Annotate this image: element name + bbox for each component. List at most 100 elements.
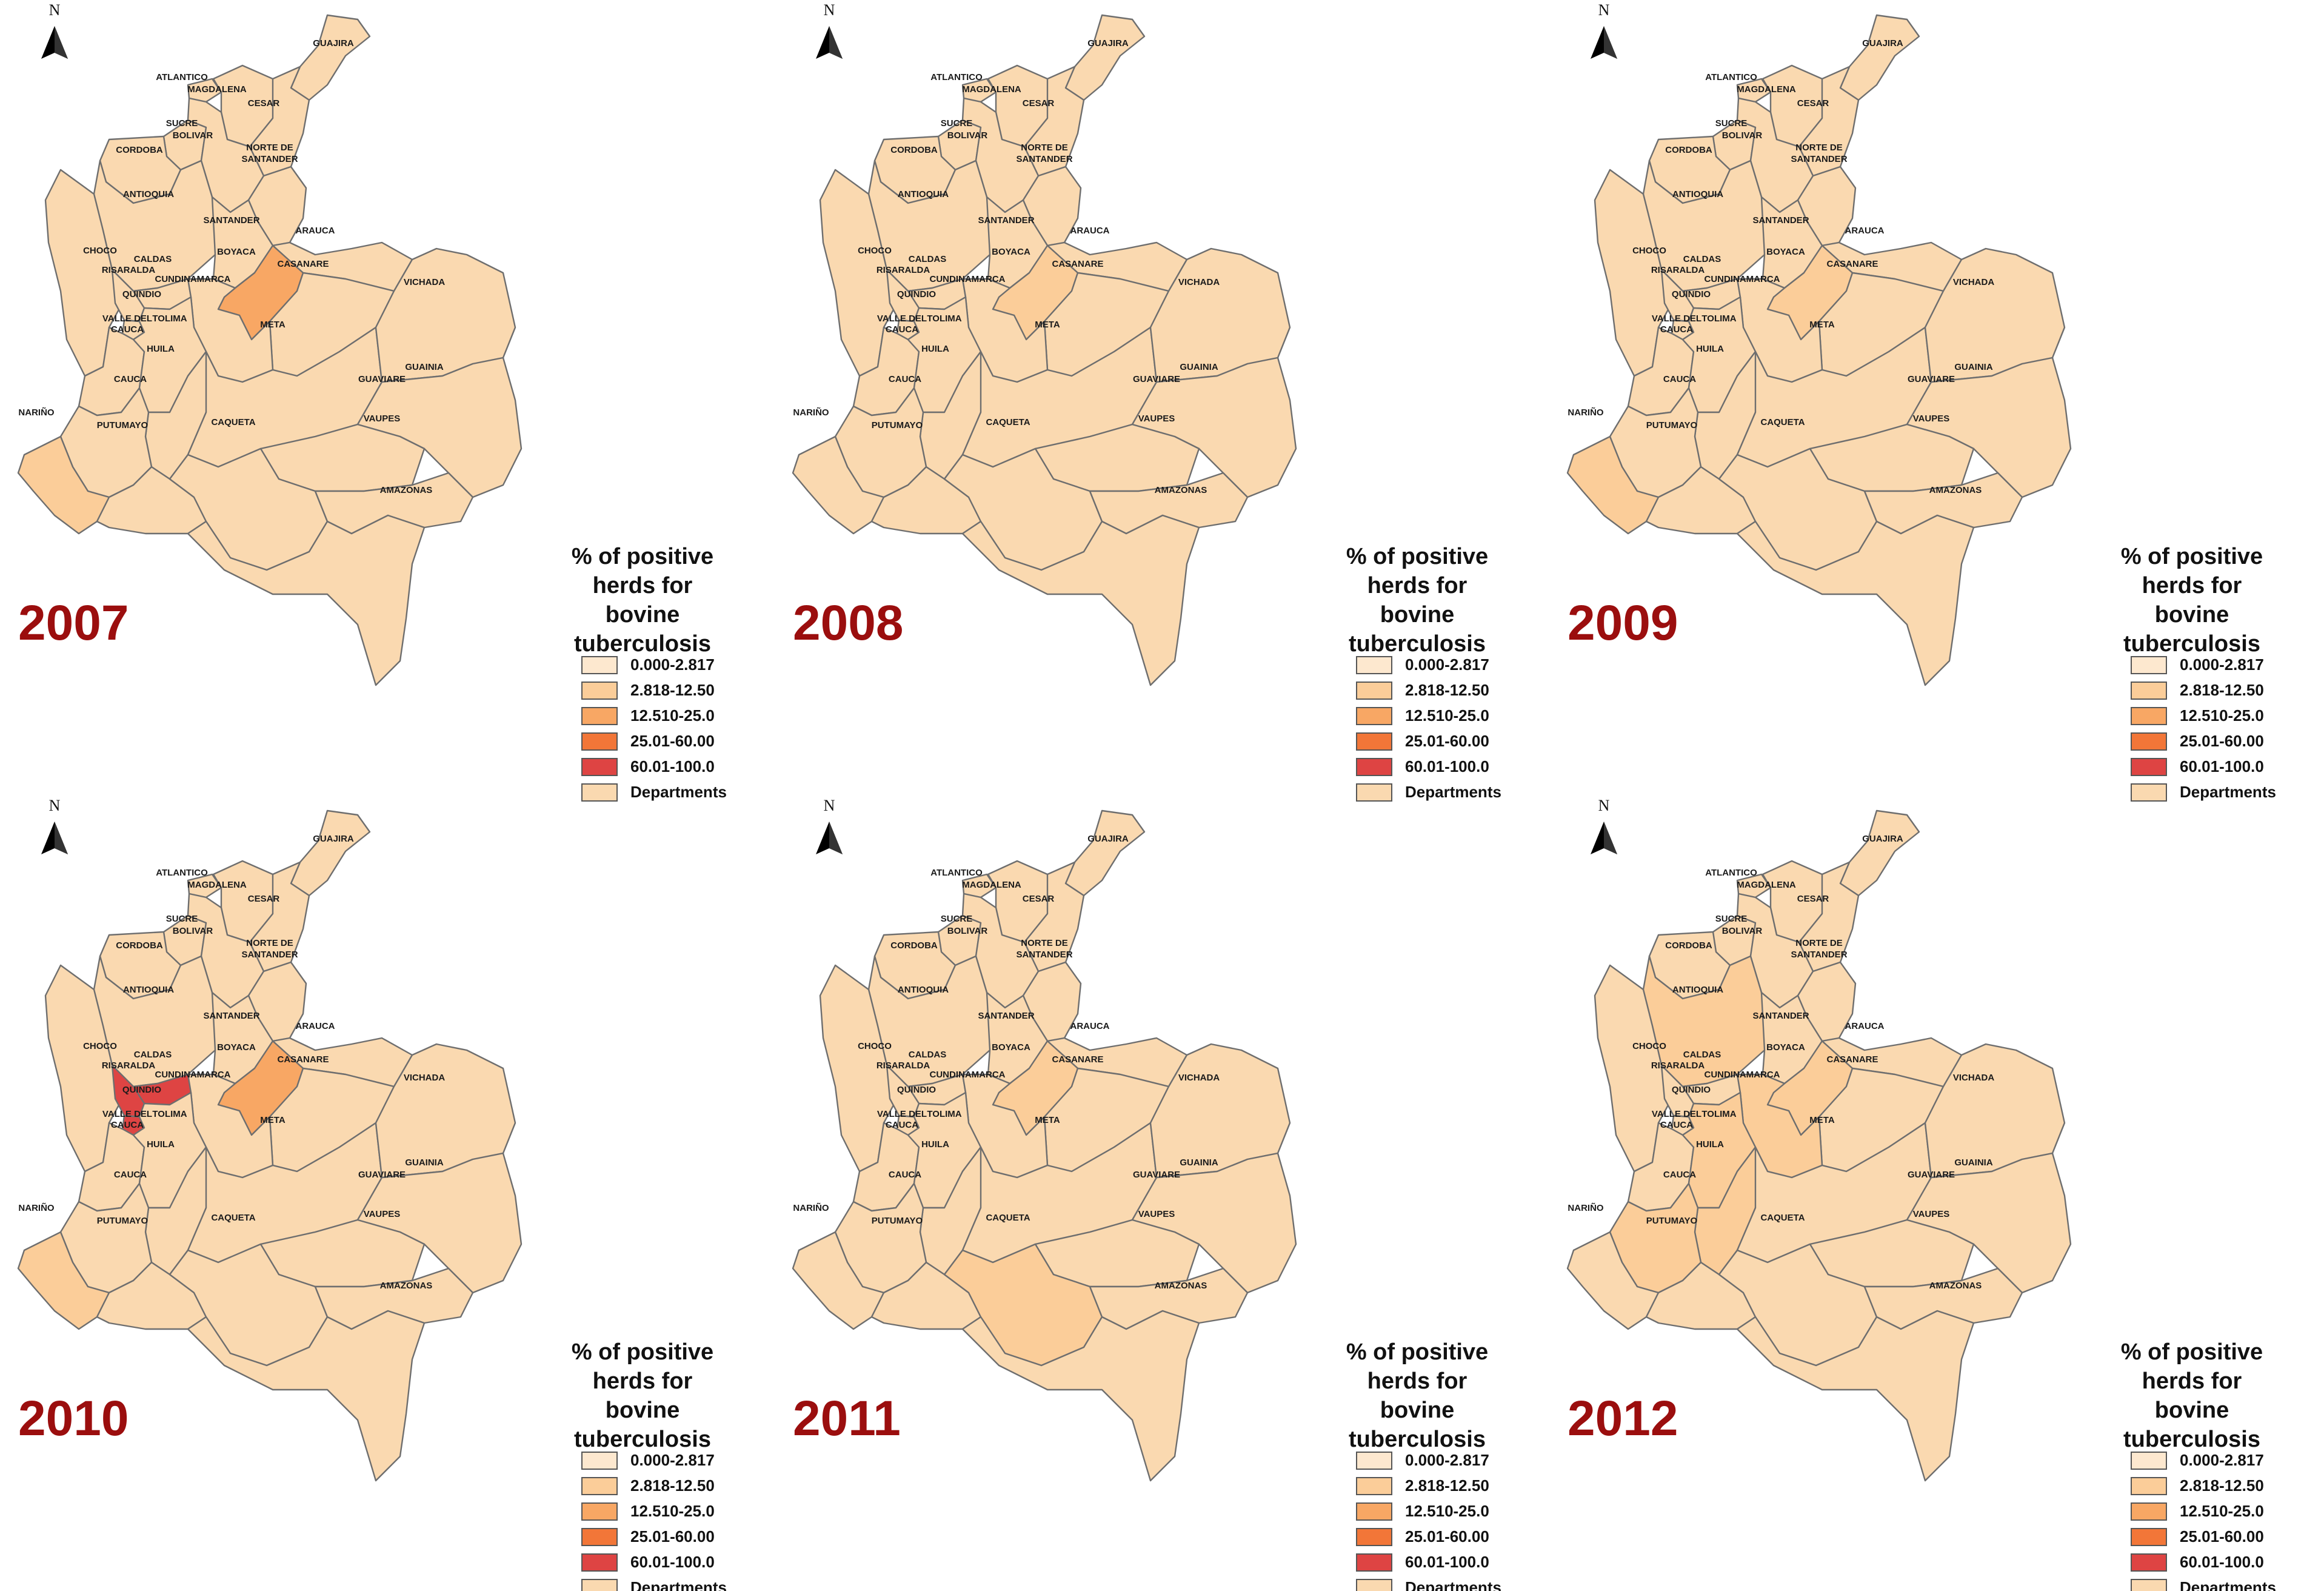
department-label: ARAUCA	[1070, 226, 1110, 236]
north-arrow-icon: N	[1591, 797, 1617, 854]
map-panel-2009: GUAJIRA ATLANTICO MAGDALENA CESAR SUCRE BOLIV…	[1549, 0, 2324, 802]
legend-item-label: 12.510-25.0	[2180, 706, 2264, 725]
legend-item-label: 60.01-100.0	[630, 757, 715, 775]
legend-swatch	[1356, 1452, 1392, 1470]
department-guajira	[290, 809, 371, 897]
department-label: CHOCO	[858, 246, 892, 256]
legend-swatch	[1356, 682, 1392, 700]
department-label: PUTUMAYO	[872, 420, 923, 430]
legend-swatch	[1356, 783, 1392, 802]
legend-item-label: 12.510-25.0	[2180, 1502, 2264, 1520]
department-label: CUNDINAMARCA	[930, 1070, 1006, 1080]
department-label: BOLIVAR	[173, 130, 213, 141]
legend-title: herds for	[2142, 573, 2242, 598]
department-label: CAUCA	[1663, 374, 1696, 384]
department-label: CHOCO	[83, 246, 117, 256]
department-label: SANTANDER	[1752, 1011, 1809, 1021]
department-label: ATLANTICO	[156, 868, 208, 878]
legend: % of positive herds for bovine tuberculosis…	[1346, 544, 1501, 802]
department-amazonas	[961, 514, 1200, 686]
department-amazonas	[1736, 514, 1975, 686]
department-label: GUAINIA	[405, 362, 444, 372]
department-label: VAUPES	[1913, 414, 1950, 424]
legend: % of positive herds for bovine tuberculosis…	[2121, 544, 2276, 802]
department-label: ANTIOQUIA	[1672, 985, 1723, 995]
department-label: GUAVIARE	[1908, 374, 1955, 384]
department-label: GUAVIARE	[1133, 1170, 1180, 1180]
department-atlantico	[961, 78, 997, 103]
legend-swatch	[2131, 1528, 2167, 1546]
legend-title: % of positive	[1346, 1339, 1488, 1365]
legend-title: bovine	[1380, 1398, 1454, 1423]
department-label: SANTANDER	[203, 1011, 259, 1021]
department-amazonas	[1736, 1310, 1975, 1482]
department-label: ANTIOQUIA	[123, 189, 174, 199]
department-label: TOLIMA	[1701, 1109, 1736, 1119]
department-label: VALLE DEL	[877, 313, 927, 324]
legend-item-label: Departments	[630, 1578, 727, 1591]
department-label: VAUPES	[364, 414, 401, 424]
legend-item-label: 25.01-60.00	[630, 732, 715, 750]
department-label: ARAUCA	[296, 226, 335, 236]
department-label: CAUCA	[1663, 1170, 1696, 1180]
legend-title: bovine	[1380, 602, 1454, 628]
department-label: RISARALDA	[102, 265, 155, 275]
department-label: BOLIVAR	[947, 926, 988, 936]
legend-swatch	[1356, 656, 1392, 674]
department-label: CUNDINAMARCA	[155, 1070, 231, 1080]
department-label: VALLE DEL	[1652, 1109, 1701, 1119]
colombia-map: GUAJIRAATLANTICOMAGDALENACESARSUCREBOLIV…	[17, 14, 523, 686]
department-label: ANTIOQUIA	[123, 985, 174, 995]
legend-swatch	[581, 1477, 618, 1495]
department-label: GUAJIRA	[1087, 38, 1129, 49]
legend-item-label: 60.01-100.0	[1405, 1553, 1489, 1571]
department-label: CUNDINAMARCA	[1705, 1070, 1780, 1080]
legend-swatch	[2131, 1502, 2167, 1521]
department-label: ARAUCA	[1845, 1021, 1885, 1031]
colombia-map: GUAJIRAATLANTICOMAGDALENACESARSUCREBOLIV…	[1566, 809, 2072, 1482]
legend-title: tuberculosis	[2123, 1427, 2260, 1452]
department-label: SANTANDER	[241, 154, 298, 164]
legend-title: bovine	[606, 1398, 680, 1423]
legend-swatch	[1356, 1477, 1392, 1495]
legend-swatch	[1356, 707, 1392, 725]
legend-item-label: 0.000-2.817	[1405, 1451, 1489, 1469]
department-label: CALDAS	[134, 254, 172, 264]
legend-title: herds for	[2142, 1368, 2242, 1394]
department-label: CALDAS	[909, 1050, 947, 1060]
department-label: CHOCO	[858, 1041, 892, 1051]
department-label: PUTUMAYO	[97, 420, 149, 430]
department-cesar	[249, 861, 310, 973]
department-label: VICHADA	[404, 1073, 446, 1083]
north-letter: N	[824, 1, 835, 19]
department-label: GUAINIA	[1180, 362, 1218, 372]
department-label: CAQUETA	[1760, 417, 1805, 427]
legend: % of positive herds for bovine tuberculosis…	[572, 544, 727, 802]
department-label: BOLIVAR	[173, 926, 213, 936]
department-label: PUTUMAYO	[97, 1216, 149, 1226]
department-label: AMAZONAS	[1929, 1281, 1982, 1291]
department-label: MAGDALENA	[962, 84, 1021, 95]
legend: % of positive herds for bovine tuberculosis…	[572, 1339, 727, 1591]
department-label: QUINDIO	[897, 1085, 937, 1095]
department-label: QUINDIO	[897, 289, 937, 300]
department-label: ATLANTICO	[1705, 868, 1757, 878]
department-label: SANTANDER	[203, 215, 259, 226]
department-label: CORDOBA	[890, 145, 938, 155]
legend-title: % of positive	[1346, 544, 1488, 569]
legend-title: % of positive	[2121, 1339, 2263, 1365]
department-label: META	[1035, 1115, 1060, 1125]
department-label: NORTE DE	[246, 142, 293, 153]
legend-item-label: 12.510-25.0	[630, 706, 715, 725]
legend-item-label: Departments	[1405, 783, 1501, 801]
department-label: HUILA	[1696, 344, 1724, 354]
department-cesar	[1023, 861, 1085, 973]
legend-item-label: Departments	[2180, 1578, 2276, 1591]
legend-title: bovine	[606, 602, 680, 628]
department-label: TOLIMA	[152, 1109, 187, 1119]
legend-swatch	[581, 732, 618, 751]
department-cesar	[1798, 65, 1860, 177]
department-label: VICHADA	[1178, 277, 1220, 287]
department-label: AMAZONAS	[1929, 485, 1982, 495]
